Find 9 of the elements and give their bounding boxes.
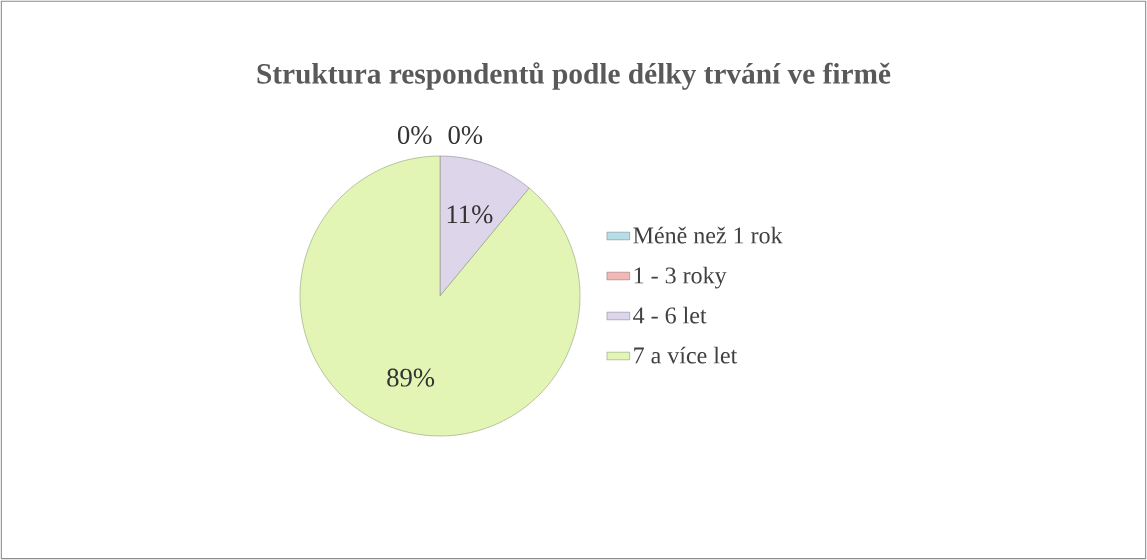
data-label: 11%: [447, 205, 493, 224]
legend-label: 4 - 6 let: [633, 306, 707, 324]
legend-label: 1 - 3 roky: [634, 266, 727, 289]
legend-label: 7 a více let: [634, 346, 738, 364]
legend-label: Méně než 1 rok: [633, 226, 783, 244]
data-label: 89%: [387, 368, 435, 387]
text: 0%: [397, 125, 432, 145]
text: 0%: [448, 125, 483, 145]
chart-title: Struktura respondentů podle délky trvání ve firmě: [257, 62, 891, 90]
